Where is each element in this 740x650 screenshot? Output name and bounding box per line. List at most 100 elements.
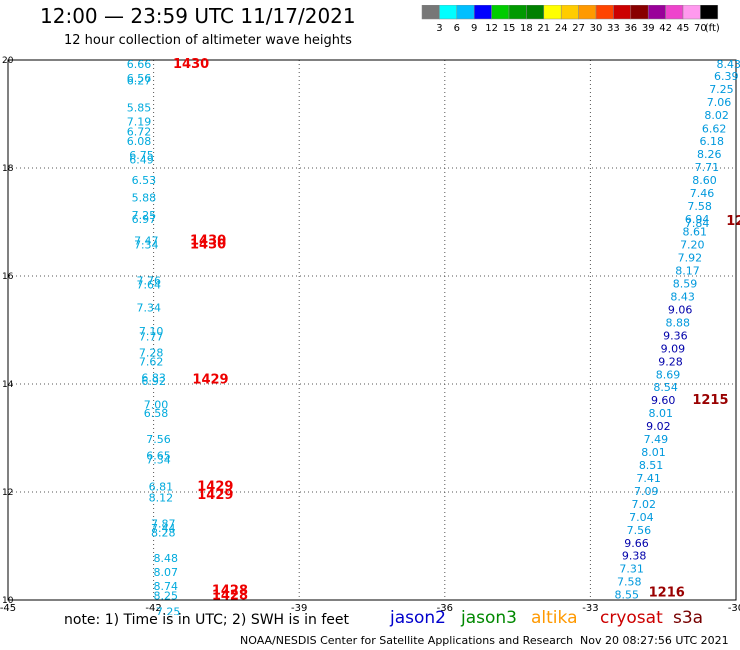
wave-height-label: 7.04 bbox=[629, 511, 654, 524]
colorbar-label: 27 bbox=[572, 23, 585, 34]
time-label: 1429 bbox=[197, 488, 233, 503]
colorbar-label: 21 bbox=[537, 23, 550, 34]
wave-height-label: 9.06 bbox=[668, 303, 693, 316]
wave-height-label: 8.26 bbox=[697, 148, 722, 161]
y-tick-label: 20 bbox=[2, 56, 14, 66]
wave-height-label: 7.58 bbox=[687, 200, 712, 213]
wave-height-label: 8.54 bbox=[653, 381, 678, 394]
colorbar-label: 45 bbox=[677, 23, 690, 34]
wave-height-label: 8.74 bbox=[153, 580, 178, 593]
x-tick-label: -39 bbox=[291, 603, 307, 614]
legend-jason3: jason3 bbox=[461, 608, 517, 628]
wave-height-label: 6.72 bbox=[127, 125, 152, 138]
wave-height-label: 6.65 bbox=[146, 449, 171, 462]
wave-height-label: 7.56 bbox=[627, 524, 652, 537]
generated-time: Nov 20 08:27:56 UTC 2021 bbox=[580, 634, 729, 647]
wave-height-label: 6.81 bbox=[149, 481, 174, 494]
wave-height-label: 7.62 bbox=[139, 355, 164, 368]
plot-area: -45-42-39-36-33-302018161412106.666.566.… bbox=[0, 56, 740, 615]
y-tick-label: 18 bbox=[2, 164, 14, 174]
wave-height-label: 6.58 bbox=[144, 407, 169, 420]
colorbar-swatch bbox=[700, 5, 719, 20]
wave-height-label: 7.44 bbox=[151, 522, 176, 535]
wave-height-label: 7.25 bbox=[132, 209, 157, 222]
wave-height-label: 7.92 bbox=[678, 252, 703, 265]
legend-altika: altika bbox=[531, 608, 578, 628]
wave-height-label: 8.12 bbox=[149, 491, 174, 504]
wave-height-label: 7.64 bbox=[136, 279, 161, 292]
series-cryosat: 6.666.566.27 5.857.196.726.086.756.49 6.53… bbox=[127, 58, 181, 615]
wave-height-label: 8.51 bbox=[639, 459, 664, 472]
wave-height-label: 8.69 bbox=[656, 368, 681, 381]
wave-height-label: 8.88 bbox=[666, 316, 691, 329]
units-note: note: 1) Time is in UTC; 2) SWH is in fe… bbox=[64, 612, 350, 628]
wave-height-label: 7.31 bbox=[619, 563, 644, 576]
colorbar-label: 9 bbox=[471, 23, 477, 34]
time-label: 1429 bbox=[197, 480, 233, 495]
wave-height-label: 6.83 bbox=[141, 372, 166, 385]
wave-height-label: 9.09 bbox=[661, 342, 686, 355]
time-label: 1428 bbox=[212, 589, 248, 604]
wave-height-label: 8.25 bbox=[153, 590, 178, 603]
wave-height-label: 8.02 bbox=[704, 109, 729, 122]
series-s3a: 8.436.397.257.068.026.626.188.267.718.60… bbox=[615, 58, 740, 602]
y-tick-label: 10 bbox=[2, 596, 14, 606]
wave-height-label: 7.00 bbox=[144, 399, 169, 412]
legend-s3a: s3a bbox=[673, 608, 704, 628]
wave-height-label: 9.66 bbox=[624, 537, 649, 550]
colorbar-label: 42 bbox=[659, 23, 672, 34]
x-tick-label: -33 bbox=[582, 603, 598, 614]
time-label: 1428 bbox=[212, 583, 248, 598]
time-label: 12 bbox=[726, 214, 740, 229]
wave-height-label: 6.75 bbox=[129, 149, 154, 162]
wave-height-label: 6.92 bbox=[141, 375, 166, 388]
colorbar-label: 3 bbox=[436, 23, 442, 34]
time-label: 1215 bbox=[692, 393, 728, 408]
wave-height-label: 8.01 bbox=[641, 446, 666, 459]
colorbar-label: 30 bbox=[590, 23, 603, 34]
wave-height-label: 6.53 bbox=[132, 174, 157, 187]
wave-height-label: 6.66 bbox=[127, 58, 152, 71]
colorbar-label: 15 bbox=[503, 23, 516, 34]
colorbar-label: 12 bbox=[485, 23, 498, 34]
wave-height-label: 7.25 bbox=[709, 83, 734, 96]
wave-height-label: 8.43 bbox=[716, 58, 740, 71]
y-tick-label: 14 bbox=[2, 380, 14, 390]
time-label: 1430 bbox=[190, 233, 226, 248]
legend-jason2: jason2 bbox=[390, 608, 446, 628]
wave-height-label: 8.28 bbox=[151, 527, 176, 540]
wave-height-label: 7.34 bbox=[136, 301, 161, 314]
wave-height-label: 8.61 bbox=[682, 226, 707, 239]
wave-height-label: 8.60 bbox=[692, 174, 717, 187]
wave-height-label: 6.49 bbox=[129, 153, 154, 166]
wave-height-label: 7.77 bbox=[139, 330, 164, 343]
time-label: 1430 bbox=[190, 238, 226, 253]
x-tick-label: -45 bbox=[0, 603, 16, 614]
x-tick-label: -30 bbox=[728, 603, 740, 614]
wave-height-label: 7.47 bbox=[134, 234, 159, 247]
legend-cryosat: cryosat bbox=[600, 608, 663, 628]
wave-height-label: 9.02 bbox=[646, 420, 671, 433]
wave-height-label: 7.46 bbox=[690, 187, 715, 200]
time-label: 1430 bbox=[173, 57, 209, 72]
colorbar-label: 6 bbox=[454, 23, 460, 34]
wave-height-label: 9.36 bbox=[663, 329, 688, 342]
wave-height-label: 7.20 bbox=[680, 239, 705, 252]
wave-height-label: 7.84 bbox=[685, 217, 710, 230]
wave-height-label: 7.28 bbox=[139, 347, 164, 360]
colorbar-label: 33 bbox=[607, 23, 620, 34]
wave-height-label: 9.38 bbox=[622, 550, 647, 563]
wave-height-label: 7.49 bbox=[644, 433, 669, 446]
wave-height-label: 6.97 bbox=[132, 213, 157, 226]
wave-height-label: 8.48 bbox=[153, 552, 178, 565]
wave-height-label: 6.56 bbox=[127, 72, 152, 85]
wave-height-label: 7.71 bbox=[695, 161, 720, 174]
wave-height-label: 7.87 bbox=[151, 517, 176, 530]
wave-height-plot: -45-42-39-36-33-302018161412106.666.566.… bbox=[0, 56, 740, 615]
wave-height-label: 8.59 bbox=[673, 278, 698, 291]
time-label: 1216 bbox=[649, 585, 685, 600]
colorbar-label: 18 bbox=[520, 23, 533, 34]
wave-height-label: 5.85 bbox=[127, 102, 152, 115]
time-label: 1429 bbox=[192, 373, 228, 388]
colorbar-label: 70 bbox=[694, 23, 707, 34]
